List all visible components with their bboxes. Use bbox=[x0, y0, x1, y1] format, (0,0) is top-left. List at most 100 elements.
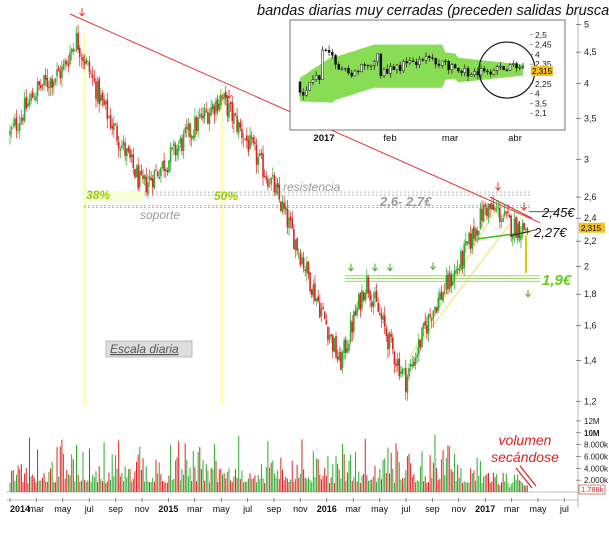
candle-body bbox=[74, 50, 76, 52]
inset-candle-body bbox=[515, 63, 518, 69]
candle-body bbox=[362, 292, 365, 301]
inset-candle-body bbox=[405, 61, 408, 64]
candle-body bbox=[106, 99, 109, 120]
candle-body bbox=[419, 340, 422, 348]
candle-body bbox=[155, 170, 157, 171]
candle-body bbox=[36, 82, 39, 96]
candle-body bbox=[513, 218, 516, 236]
x-tick-label: mar bbox=[504, 504, 520, 514]
last-price-value: 2,315 bbox=[581, 224, 602, 233]
candle-body bbox=[495, 209, 498, 211]
candle-body bbox=[307, 261, 310, 275]
candle-body bbox=[310, 289, 313, 295]
resistencia-label: resistencia bbox=[283, 180, 341, 194]
candle-body bbox=[387, 334, 389, 350]
candle-body bbox=[401, 368, 404, 374]
candle-body bbox=[505, 212, 508, 214]
candle-body bbox=[213, 105, 216, 115]
bollinger-band bbox=[300, 44, 523, 103]
inset-candle-body bbox=[324, 49, 328, 52]
candle-body bbox=[78, 47, 81, 58]
candle-body bbox=[484, 204, 487, 207]
inset-candle-body bbox=[418, 59, 421, 65]
x-tick-label: mar bbox=[187, 504, 203, 514]
candle-body bbox=[135, 167, 138, 178]
resistance-triangle-line bbox=[489, 196, 533, 219]
inset-candle-body bbox=[340, 68, 344, 70]
candle-body bbox=[35, 95, 37, 101]
x-tick-label: jul bbox=[559, 504, 569, 514]
candle-body bbox=[456, 268, 459, 270]
inset-candle-body bbox=[363, 64, 366, 66]
candle-body bbox=[413, 361, 415, 366]
inset-candle-body bbox=[473, 71, 476, 75]
candle-body bbox=[414, 357, 417, 365]
candle-body bbox=[239, 122, 242, 128]
candle-body bbox=[447, 274, 449, 290]
volume-note-line1: volumen bbox=[499, 432, 552, 448]
candle-body bbox=[93, 78, 96, 82]
candle-body bbox=[28, 99, 31, 106]
candle-body bbox=[455, 269, 457, 274]
candle-body bbox=[168, 160, 170, 173]
candle-body bbox=[171, 147, 174, 149]
candle-body bbox=[299, 253, 302, 265]
candle-body bbox=[452, 281, 454, 286]
candle-body bbox=[471, 228, 474, 250]
candle-body bbox=[445, 275, 448, 291]
zone-label: 2,6- 2,7€ bbox=[379, 194, 432, 209]
candle-body bbox=[88, 61, 91, 73]
green-arrow-marker bbox=[348, 263, 354, 272]
candle-body bbox=[525, 228, 527, 231]
inset-candle-body bbox=[447, 61, 450, 71]
inset-candle-body bbox=[301, 92, 305, 96]
candle-body bbox=[64, 60, 66, 65]
candle-body bbox=[218, 103, 221, 110]
candle-body bbox=[186, 127, 188, 129]
candle-body bbox=[291, 218, 294, 229]
candle-body bbox=[202, 115, 204, 119]
inset-x-label: mar bbox=[442, 133, 458, 144]
inset-candle-body bbox=[369, 65, 373, 67]
candle-body bbox=[69, 52, 71, 65]
y-tick-label: 4 bbox=[584, 78, 589, 88]
candle-body bbox=[237, 122, 240, 133]
candle-body bbox=[344, 339, 347, 354]
candle-body bbox=[327, 326, 329, 341]
volume-y-label: 8.000k bbox=[584, 441, 609, 450]
y-tick-label: 4,5 bbox=[584, 47, 597, 57]
y-tick-label: 1,2 bbox=[584, 396, 597, 406]
candle-body bbox=[314, 283, 316, 302]
inset-y-label: 2,5 bbox=[535, 30, 547, 40]
candle-body bbox=[236, 115, 238, 132]
candle-body bbox=[273, 175, 276, 192]
candle-body bbox=[116, 125, 118, 141]
x-tick-label: jul bbox=[242, 504, 252, 514]
candle-body bbox=[174, 144, 177, 156]
candle-body bbox=[140, 170, 143, 175]
candle-body bbox=[422, 322, 425, 329]
candle-body bbox=[398, 358, 401, 377]
inset-y-label: 2,1 bbox=[535, 108, 547, 118]
candle-body bbox=[516, 223, 519, 241]
candle-body bbox=[132, 154, 135, 169]
inset-candle-body bbox=[337, 64, 341, 70]
candle-body bbox=[41, 85, 44, 87]
candle-body bbox=[77, 32, 79, 50]
inset-candle-body bbox=[402, 61, 405, 71]
candle-body bbox=[163, 160, 165, 172]
candle-body bbox=[173, 142, 175, 146]
candle-body bbox=[268, 186, 271, 188]
candle-body bbox=[138, 171, 141, 188]
level-low-label: 2,27€ bbox=[533, 225, 567, 240]
candle-body bbox=[392, 337, 394, 350]
inset-candle-body bbox=[431, 57, 434, 59]
candle-body bbox=[393, 351, 396, 365]
y-tick-label: 1,6 bbox=[584, 320, 597, 330]
candle-body bbox=[249, 135, 251, 150]
y-tick-label: 3,5 bbox=[584, 114, 597, 124]
inset-candle-body bbox=[395, 64, 399, 70]
inset-candle-body bbox=[440, 60, 444, 66]
candle-body bbox=[293, 228, 295, 250]
candle-body bbox=[435, 307, 438, 313]
